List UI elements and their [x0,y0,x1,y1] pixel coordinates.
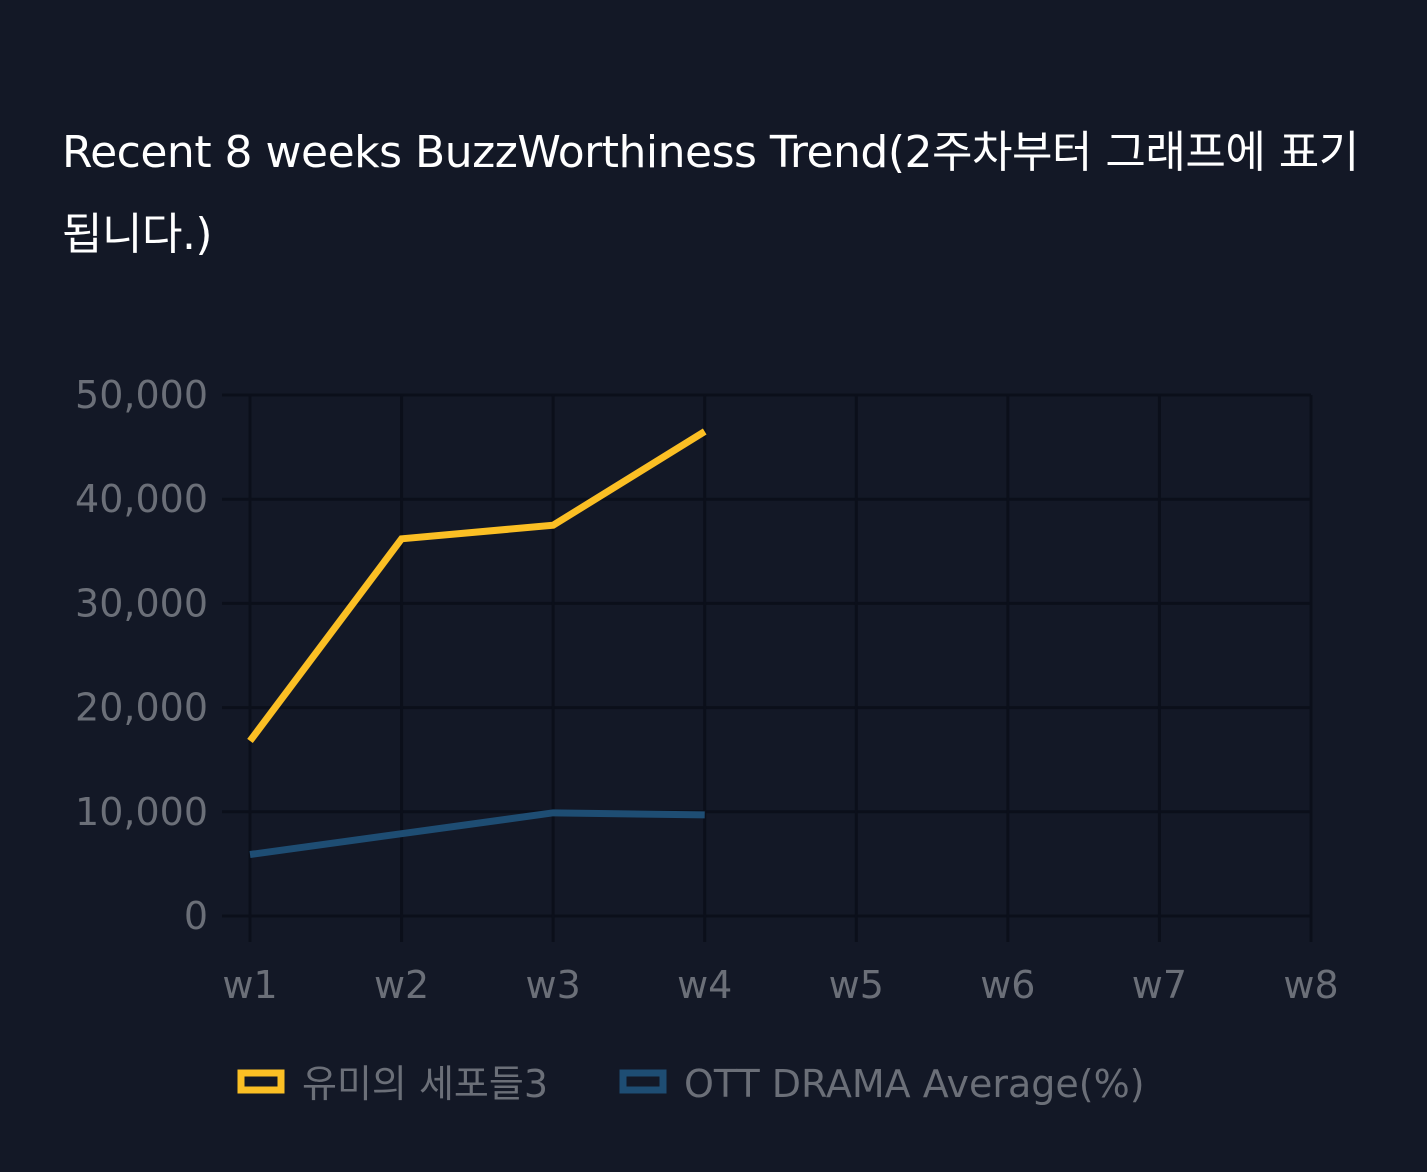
y-tick-label: 30,000 [75,581,208,625]
x-tick-label: w1 [222,963,277,1007]
x-tick-label: w3 [526,963,581,1007]
y-axis-ticks: 0 10,000 20,000 30,000 40,000 50,000 [75,373,208,938]
series-lines [247,428,707,858]
series-line-1 [247,428,707,744]
x-tick-label: w2 [374,963,429,1007]
x-tick-label: w4 [677,963,732,1007]
x-tick-label: w6 [980,963,1035,1007]
y-tick-label: 10,000 [75,790,208,834]
y-tick-label: 40,000 [75,477,208,521]
y-tick-label: 20,000 [75,686,208,730]
grid-lines [222,393,1313,942]
legend-swatch-2 [619,1069,667,1094]
x-tick-label: w8 [1283,963,1338,1007]
series-line-2 [249,809,705,858]
legend-label-2: OTT DRAMA Average(%) [684,1062,1145,1106]
x-tick-label: w7 [1132,963,1187,1007]
y-tick-label: 0 [184,894,208,938]
legend-swatch-1 [237,1069,285,1094]
legend: 유미의 세포들3 OTT DRAMA Average(%) [237,1062,1145,1106]
x-axis-ticks: w1 w2 w3 w4 w5 w6 w7 w8 [222,963,1338,1007]
legend-label-1: 유미의 세포들3 [302,1062,548,1106]
y-tick-label: 50,000 [75,373,208,417]
chart-title: Recent 8 weeks BuzzWorthiness Trend(2주차부… [62,127,1359,260]
x-tick-label: w5 [829,963,884,1007]
